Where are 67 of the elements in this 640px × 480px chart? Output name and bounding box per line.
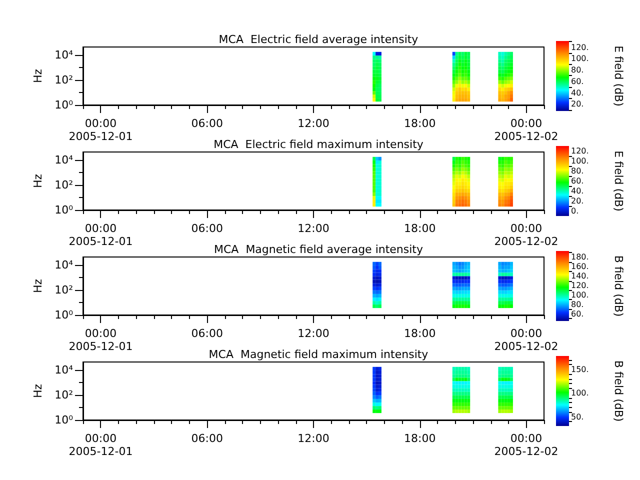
color-bar-label: 80. <box>571 166 584 176</box>
color-bar-label: 40. <box>571 88 584 98</box>
color-bar-label: 160. <box>571 262 589 272</box>
y-axis-title: Hz <box>32 278 45 294</box>
color-bar-title: E field (dB) <box>612 46 625 106</box>
color-bar-label: 180. <box>571 252 589 262</box>
x-tick-label: 18:00 <box>404 327 436 340</box>
color-bar-label: 100. <box>571 290 589 300</box>
y-axis-title: Hz <box>32 174 45 188</box>
y-tick-label: 10² <box>54 388 73 402</box>
color-bar-label: 20. <box>571 196 584 206</box>
color-bar-label: 100. <box>571 156 589 166</box>
color-bar-label: 60. <box>571 76 584 86</box>
color-bar-label: 40. <box>571 186 584 196</box>
color-bar-title: B field (dB) <box>612 360 625 422</box>
chart-title: MCA Magnetic field maximum intensity <box>208 348 429 361</box>
x-tick-label: 00:00 2005-12-02 <box>494 327 558 353</box>
x-tick-label: 18:00 <box>404 117 436 130</box>
x-tick-label: 00:00 2005-12-01 <box>68 432 133 458</box>
x-tick-label: 12:00 <box>298 327 330 340</box>
color-bar-title: E field (dB) <box>612 150 625 212</box>
y-tick-label: 10⁰ <box>54 98 74 112</box>
color-bar-label: 150. <box>571 364 589 374</box>
x-tick-label: 00:00 2005-12-02 <box>494 432 558 458</box>
x-tick-label: 12:00 <box>298 117 330 130</box>
x-tick-label: 00:00 2005-12-01 <box>68 117 133 143</box>
x-tick-label: 12:00 <box>298 222 330 235</box>
y-tick-label: 10² <box>54 284 73 297</box>
color-bar-label: 120. <box>571 42 589 52</box>
y-tick-label: 10⁰ <box>54 204 74 216</box>
color-bar-label: 0. <box>571 206 579 216</box>
x-tick-label: 06:00 <box>191 432 223 445</box>
x-tick-label: 06:00 <box>191 117 223 130</box>
x-tick-label: 00:00 2005-12-01 <box>68 327 133 353</box>
color-bar-label: 140. <box>571 272 589 281</box>
x-tick-label: 18:00 <box>404 222 436 235</box>
x-tick-label: 18:00 <box>404 432 436 445</box>
color-bar-label: 120. <box>571 146 589 156</box>
y-axis-title: Hz <box>32 68 45 84</box>
color-bar-label: 100. <box>571 388 589 398</box>
y-tick-label: 10² <box>54 74 73 87</box>
x-tick-label: 06:00 <box>191 222 223 235</box>
x-tick-label: 12:00 <box>298 432 330 445</box>
color-bar-label: 100. <box>571 54 589 64</box>
color-bar-label: 60. <box>571 176 584 186</box>
x-tick-label: 00:00 2005-12-02 <box>494 222 558 248</box>
x-tick-label: 00:00 2005-12-02 <box>494 117 558 143</box>
y-tick-label: 10⁴ <box>54 364 74 377</box>
y-tick-label: 10⁴ <box>54 48 74 62</box>
x-tick-label: 06:00 <box>191 327 223 340</box>
color-bar-title: B field (dB) <box>612 255 625 317</box>
chart-title: MCA Magnetic field average intensity <box>214 243 424 256</box>
chart-title: MCA Electric field average intensity <box>218 33 419 46</box>
color-bar-label: 50. <box>571 412 584 422</box>
color-bar-label: 60. <box>571 309 584 318</box>
y-tick-label: 10² <box>54 178 73 192</box>
color-bar-label: 80. <box>571 300 584 309</box>
color-bar-label: 120. <box>571 281 589 290</box>
y-axis-title: Hz <box>32 384 45 398</box>
color-bar-label: 80. <box>571 66 584 75</box>
chart-title: MCA Electric field maximum intensity <box>214 138 424 151</box>
y-tick-label: 10⁴ <box>54 258 74 272</box>
y-tick-label: 10⁴ <box>54 154 74 167</box>
color-bar-label: 20. <box>571 100 584 109</box>
y-tick-label: 10⁰ <box>54 308 74 322</box>
x-tick-label: 00:00 2005-12-01 <box>68 222 133 248</box>
y-tick-label: 10⁰ <box>54 414 74 426</box>
